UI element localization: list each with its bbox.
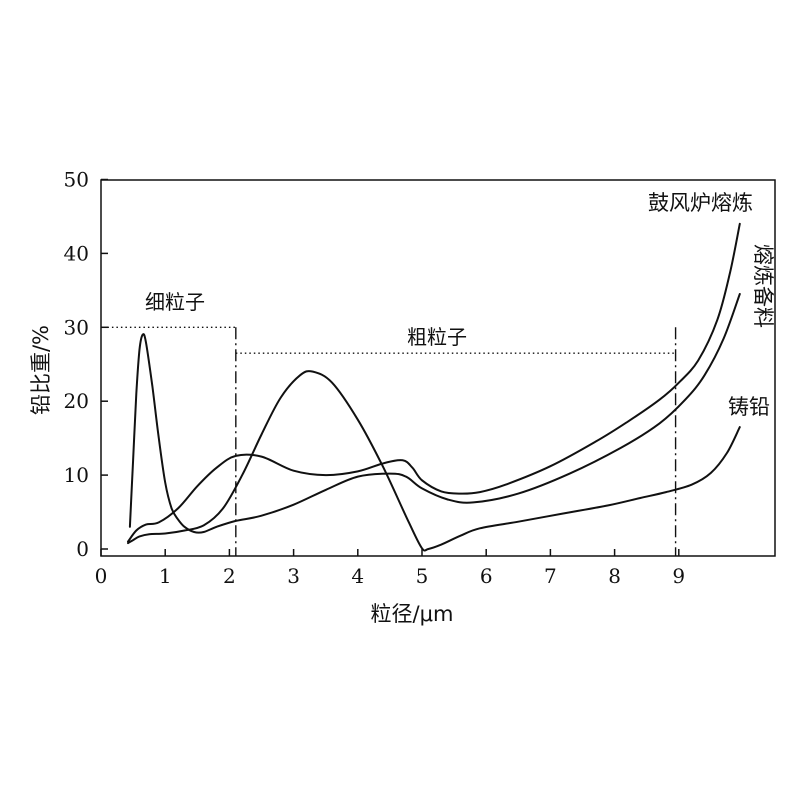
x-tick-label: 5 [416, 564, 429, 588]
x-tick-label: 6 [480, 564, 493, 588]
y-tick-label: 10 [64, 463, 89, 487]
series-label-blast-furnace: 鼓风炉熔炼 [648, 191, 753, 215]
y-tick-label: 30 [64, 315, 89, 339]
region-guides [107, 326, 677, 556]
series-label-cast-lead: 铸铅 [728, 395, 770, 419]
x-tick-label: 0 [95, 564, 108, 588]
x-tick-label: 4 [351, 564, 364, 588]
chart-labels: 粒径/μm 铅比重/% 细粒子 粗粒子 鼓风炉熔炼 熔炼备料 铸铅 [29, 191, 775, 626]
series-curve-blast-furnace [127, 222, 741, 543]
series-curve-smelting-prep [127, 370, 741, 552]
series-curves [127, 222, 741, 552]
y-tick-label: 20 [64, 389, 89, 413]
series-label-smelting-prep: 熔炼备料 [751, 244, 775, 328]
y-tick-label: 40 [64, 241, 89, 265]
y-tick-label: 0 [76, 537, 89, 561]
x-tick-label: 8 [608, 564, 621, 588]
x-axis-title: 粒径/μm [371, 602, 454, 626]
plot-border [100, 179, 776, 557]
x-tick-label: 9 [672, 564, 685, 588]
series-curve-cast-lead [128, 293, 741, 534]
x-tick-label: 3 [287, 564, 300, 588]
x-tick-label: 1 [159, 564, 172, 588]
axis-ticks: 0 1 2 3 4 5 6 7 8 9 0 10 20 30 40 50 [64, 168, 686, 589]
region-label-fine: 细粒子 [145, 290, 205, 314]
region-label-coarse: 粗粒子 [407, 325, 467, 349]
plot-frame [100, 179, 776, 557]
y-tick-label: 50 [64, 168, 89, 192]
y-axis-title: 铅比重/% [29, 325, 53, 415]
x-tick-label: 7 [544, 564, 557, 588]
x-tick-label: 2 [223, 564, 236, 588]
